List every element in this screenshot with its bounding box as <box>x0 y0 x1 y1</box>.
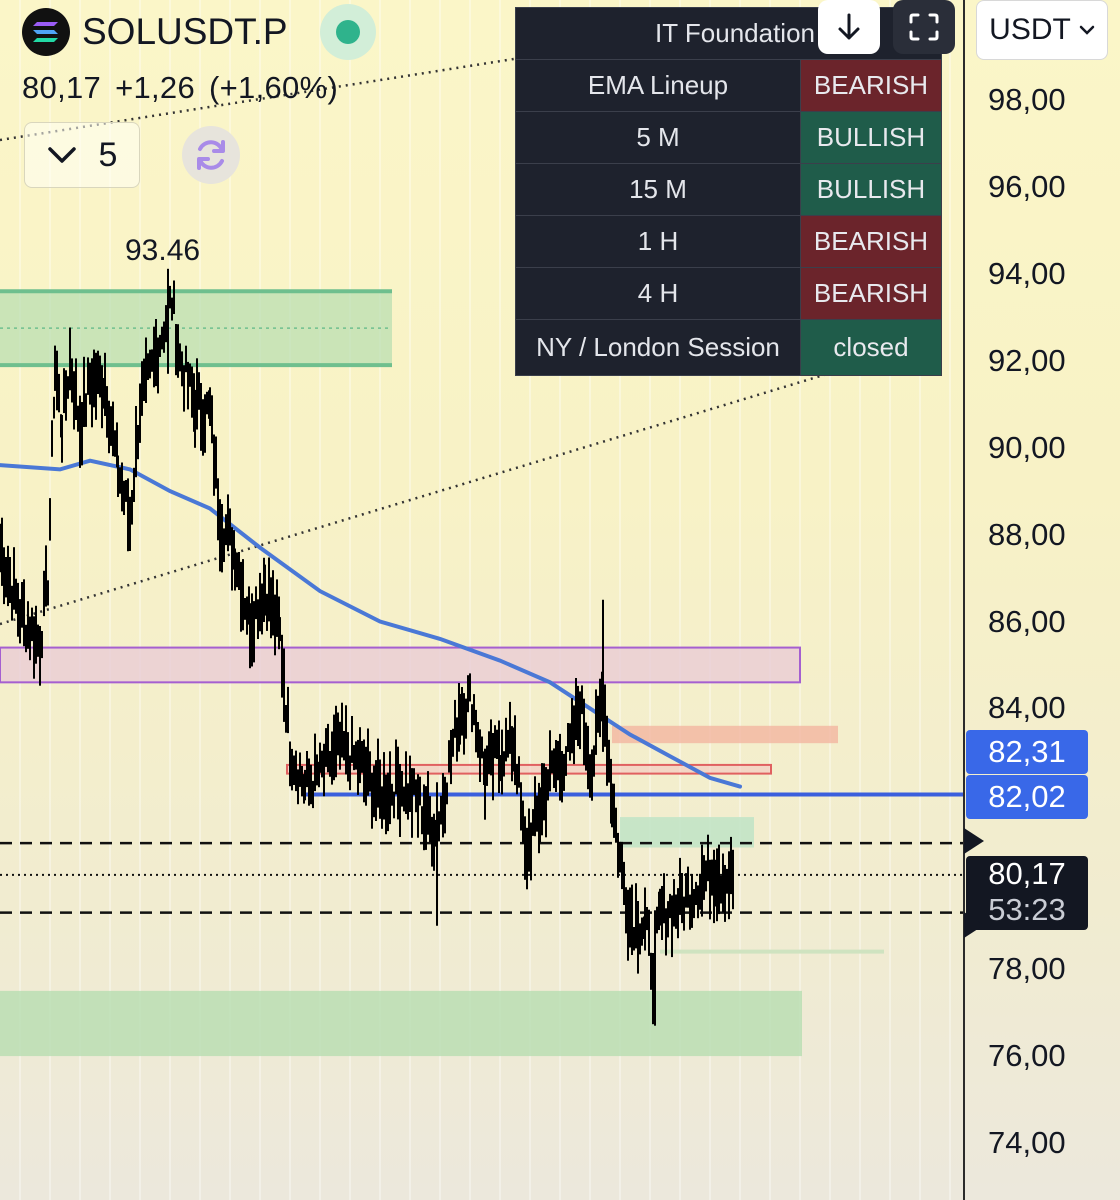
price-tick-label: 76,00 <box>988 1038 1066 1074</box>
price-change-pct: (+1,60%) <box>209 70 339 105</box>
price-tick-label: 74,00 <box>988 1125 1066 1160</box>
indicator-label: NY / London Session <box>516 320 801 375</box>
download-button[interactable] <box>818 0 880 54</box>
status-dot-icon <box>335 20 360 44</box>
currency-selector[interactable]: USDT <box>976 0 1108 60</box>
interval-value: 5 <box>98 135 118 174</box>
price-tick-label: 78,00 <box>988 951 1066 987</box>
price-tick-label: 84,00 <box>988 690 1066 726</box>
indicator-state: BULLISH <box>801 164 941 215</box>
indicator-label: EMA Lineup <box>516 60 801 111</box>
indicator-table-title: IT Foundation <box>516 8 941 60</box>
price-tick-label: 86,00 <box>988 603 1066 639</box>
indicator-row: 4 H BEARISH <box>516 268 941 320</box>
price-summary: 80,17 +1,26 (+1,60%) <box>22 70 352 106</box>
level-price-tag: 82,02 <box>966 775 1088 819</box>
price-tick-label: 94,00 <box>988 255 1066 291</box>
symbol-name[interactable]: SOLUSDT.P <box>82 11 288 52</box>
price-change: +1,26 <box>115 70 196 105</box>
indicator-state: closed <box>801 320 941 375</box>
symbol-header: SOLUSDT.P <box>22 4 376 60</box>
indicator-row: 15 M BULLISH <box>516 164 941 216</box>
price-tick-label: 98,00 <box>988 82 1066 117</box>
last-price-tag-value: 80,17 <box>988 856 1066 891</box>
bar-countdown: 53:23 <box>988 892 1066 927</box>
order-block-zone <box>612 725 838 744</box>
level-marker-icon <box>964 912 984 938</box>
swing-high-label: 93.46 <box>125 234 201 267</box>
indicator-label: 5 M <box>516 112 801 163</box>
fullscreen-button[interactable] <box>893 0 955 54</box>
refresh-icon <box>197 140 225 170</box>
indicator-state: BEARISH <box>801 60 941 111</box>
currency-label: USDT <box>989 13 1071 46</box>
price-tick-label: 96,00 <box>988 168 1066 204</box>
indicator-row: EMA Lineup BEARISH <box>516 60 941 112</box>
price-chart[interactable] <box>0 0 963 1200</box>
indicator-status-table: IT Foundation EMA Lineup BEARISH 5 M BULLI… <box>515 7 942 376</box>
last-price-tag: 80,17 53:23 <box>966 856 1088 930</box>
horizontal-levels <box>0 792 963 914</box>
refresh-button[interactable] <box>182 126 240 184</box>
indicator-label: 1 H <box>516 216 801 267</box>
market-status-indicator <box>319 4 376 60</box>
price-tick-label: 88,00 <box>988 516 1066 552</box>
indicator-state: BULLISH <box>801 112 941 163</box>
indicator-row: 1 H BEARISH <box>516 216 941 268</box>
indicator-state: BEARISH <box>801 268 941 319</box>
indicator-state: BEARISH <box>801 216 941 267</box>
last-price: 80,17 <box>22 70 102 105</box>
price-tick-label: 90,00 <box>988 429 1066 465</box>
chevron-down-icon <box>47 147 76 163</box>
level-marker-icon <box>964 828 984 854</box>
resistance-zone <box>0 646 801 684</box>
solana-logo-icon <box>22 8 70 56</box>
candlestick-series <box>0 268 734 1026</box>
ema-price-tag: 82,31 <box>966 730 1088 774</box>
chevron-down-icon <box>1079 25 1095 35</box>
indicator-label: 15 M <box>516 164 801 215</box>
fvg-zone <box>286 763 772 775</box>
price-tick-label: 92,00 <box>988 342 1066 378</box>
price-zones <box>0 289 884 1057</box>
interval-selector[interactable]: 5 <box>24 122 140 188</box>
indicator-row: NY / London Session closed <box>516 320 941 375</box>
demand-line <box>660 949 884 954</box>
indicator-label: 4 H <box>516 268 801 319</box>
fullscreen-icon <box>909 13 939 41</box>
demand-zone-bottom <box>0 990 802 1057</box>
indicator-row: 5 M BULLISH <box>516 112 941 164</box>
price-axis-separator <box>963 0 965 1200</box>
arrow-down-icon <box>838 13 860 40</box>
